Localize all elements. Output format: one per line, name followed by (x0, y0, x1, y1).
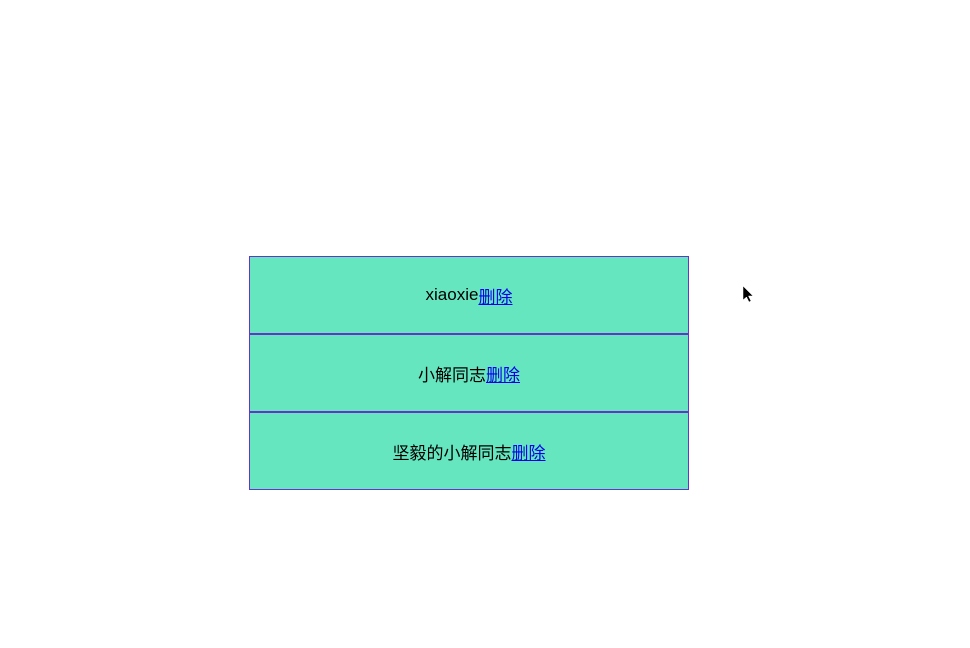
delete-link[interactable]: 删除 (478, 283, 512, 308)
list-item: 坚毅的小解同志删除 (249, 412, 689, 490)
list-item: 小解同志删除 (249, 334, 689, 412)
item-text: xiaoxie (426, 285, 479, 305)
list-item: xiaoxie删除 (249, 256, 689, 334)
delete-link[interactable]: 删除 (512, 439, 546, 464)
delete-link[interactable]: 删除 (486, 361, 520, 386)
item-list: xiaoxie删除 小解同志删除 坚毅的小解同志删除 (249, 256, 689, 490)
item-text: 小解同志 (418, 361, 486, 386)
cursor-icon (743, 286, 755, 304)
item-text: 坚毅的小解同志 (393, 439, 512, 464)
